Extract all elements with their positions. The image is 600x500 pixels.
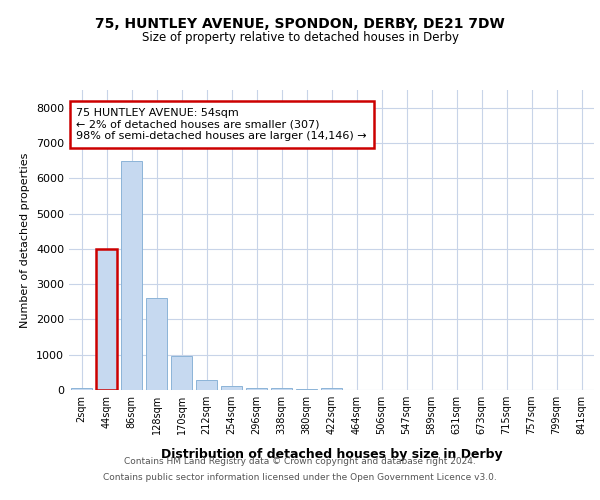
Text: 75 HUNTLEY AVENUE: 54sqm
← 2% of detached houses are smaller (307)
98% of semi-d: 75 HUNTLEY AVENUE: 54sqm ← 2% of detache… [77,108,367,141]
Text: Contains HM Land Registry data © Crown copyright and database right 2024.: Contains HM Land Registry data © Crown c… [124,458,476,466]
Bar [121,160,142,390]
Bar [96,249,117,390]
Text: 75, HUNTLEY AVENUE, SPONDON, DERBY, DE21 7DW: 75, HUNTLEY AVENUE, SPONDON, DERBY, DE21… [95,18,505,32]
X-axis label: Distribution of detached houses by size in Derby: Distribution of detached houses by size … [161,448,502,461]
Y-axis label: Number of detached properties: Number of detached properties [20,152,31,328]
Bar [271,388,292,390]
Bar [146,298,167,390]
Bar [171,356,192,390]
Bar [246,388,267,390]
Bar [196,380,217,390]
Bar [221,386,242,390]
Text: Contains public sector information licensed under the Open Government Licence v3: Contains public sector information licen… [103,472,497,482]
Bar [71,388,92,390]
Bar [321,388,342,390]
Text: Size of property relative to detached houses in Derby: Size of property relative to detached ho… [142,31,458,44]
